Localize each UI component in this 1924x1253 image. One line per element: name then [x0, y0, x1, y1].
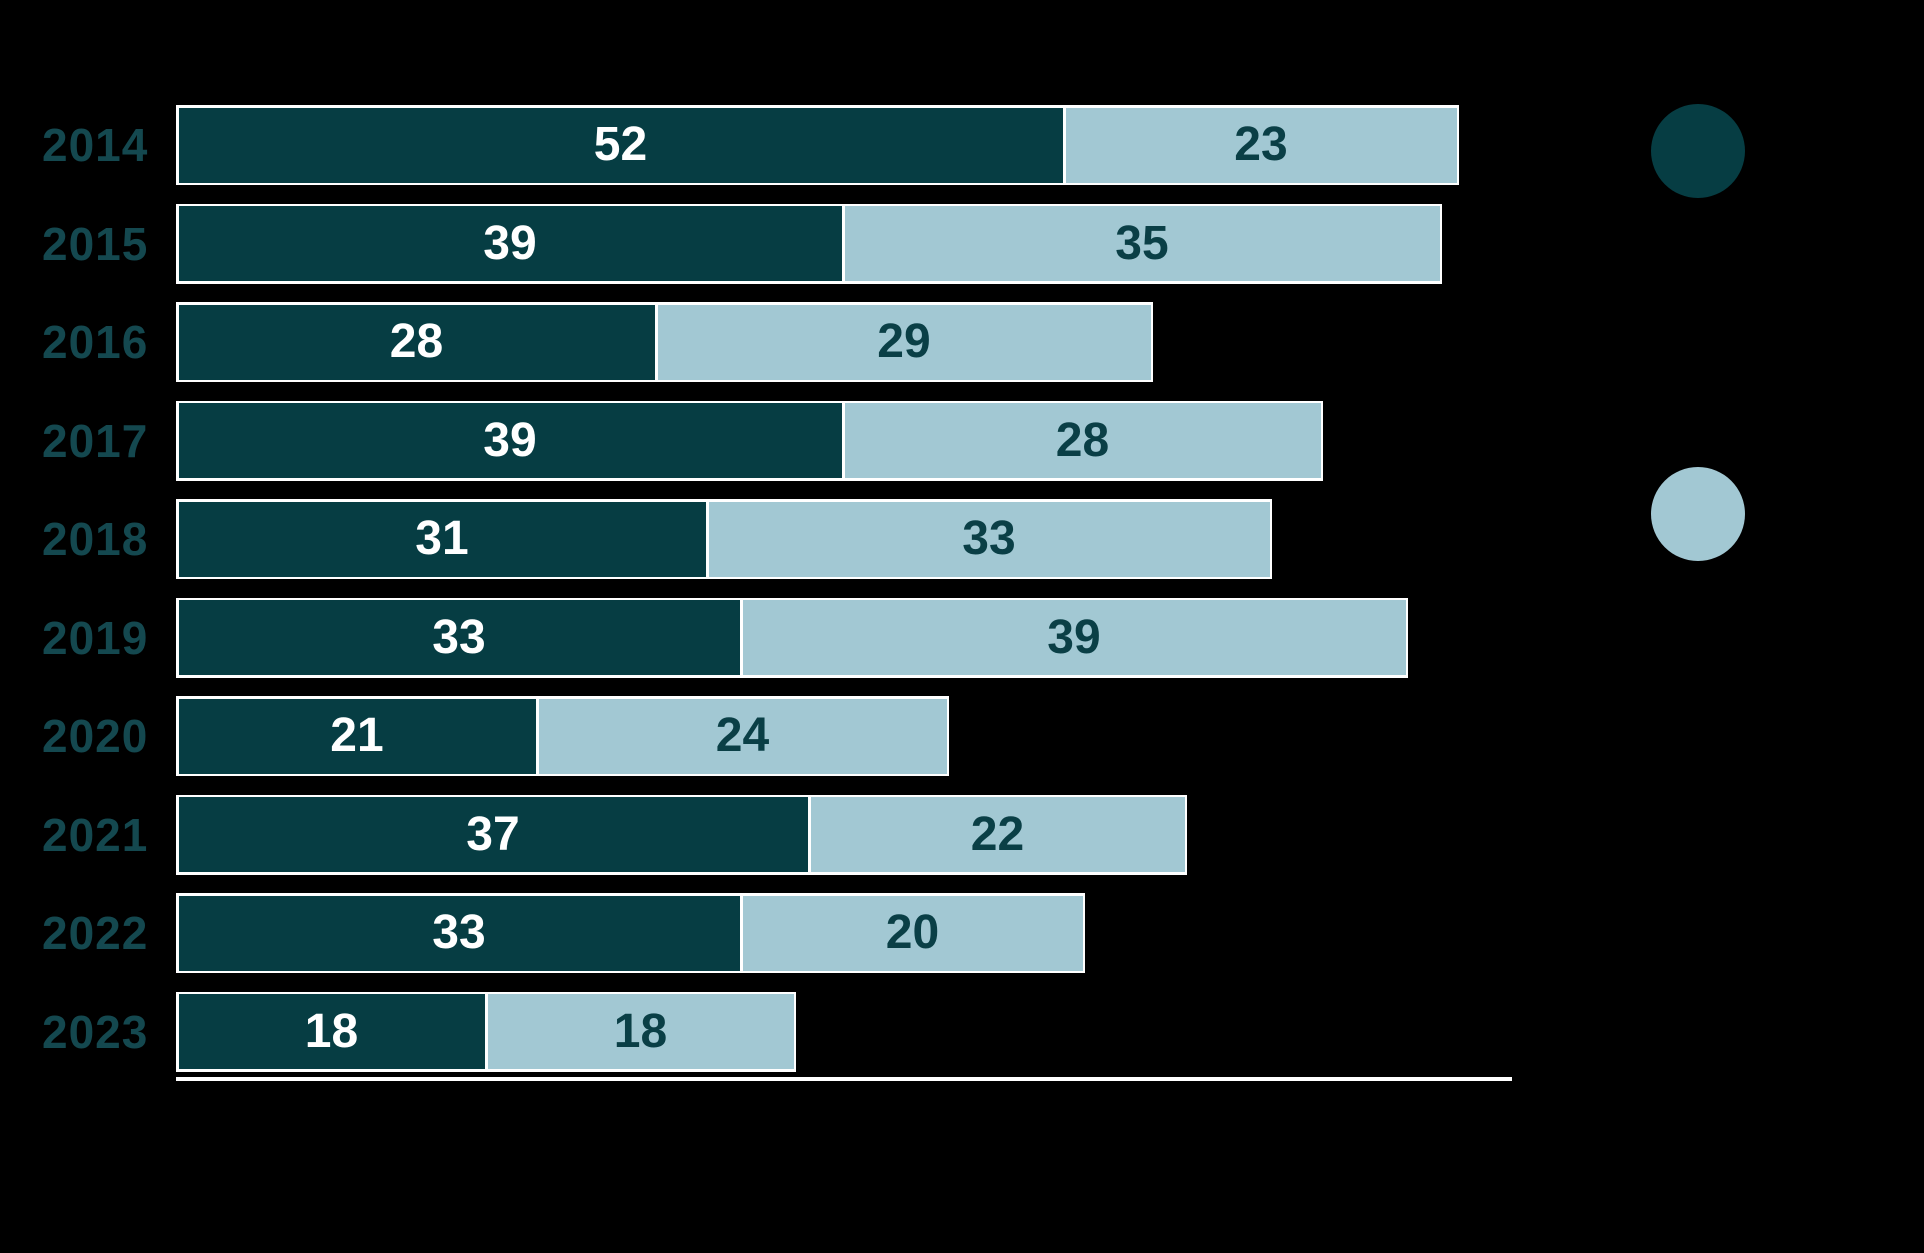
stacked-bar: 31 33 — [176, 499, 1272, 579]
bar-row: 2017 39 28 — [0, 400, 1459, 481]
value-label-light: 33 — [962, 512, 1016, 565]
year-label: 2019 — [42, 611, 149, 664]
value-label-dark: 33 — [432, 610, 486, 664]
bar-segment-dark[interactable]: 21 — [178, 698, 536, 774]
bar-segment-light[interactable]: 20 — [742, 895, 1083, 971]
bar-row: 2015 39 35 — [0, 203, 1459, 284]
bar-row: 2022 33 20 — [0, 893, 1459, 973]
year-label: 2023 — [42, 1005, 149, 1058]
value-label-dark: 31 — [415, 512, 469, 565]
value-label-dark: 18 — [304, 1004, 359, 1058]
value-label-light: 29 — [877, 315, 931, 368]
value-label-light: 39 — [1047, 610, 1101, 664]
legend-swatch-dark-circle — [1651, 104, 1745, 198]
stacked-bar: 28 29 — [176, 302, 1153, 382]
bar-segment-dark[interactable]: 39 — [178, 206, 842, 281]
year-label: 2016 — [42, 316, 149, 368]
year-label: 2017 — [42, 414, 149, 467]
bar-rows-container: 2014 52 23 2015 39 35 2016 28 — [0, 105, 1459, 1090]
bar-row: 2018 31 33 — [0, 499, 1459, 579]
bar-segment-light[interactable]: 23 — [1065, 107, 1457, 183]
year-label: 2021 — [42, 808, 149, 861]
value-label-light: 20 — [885, 906, 940, 959]
bar-segment-dark[interactable]: 18 — [178, 994, 485, 1069]
year-label: 2014 — [42, 119, 149, 171]
stacked-bar: 18 18 — [176, 991, 796, 1072]
value-label-light: 24 — [715, 709, 770, 762]
year-label: 2018 — [42, 513, 149, 565]
bar-segment-light[interactable]: 22 — [810, 797, 1185, 872]
year-label: 2020 — [42, 710, 149, 762]
bar-segment-dark[interactable]: 52 — [178, 107, 1063, 183]
bar-segment-dark[interactable]: 31 — [178, 501, 706, 577]
stacked-bar: 33 20 — [176, 893, 1085, 973]
stacked-bar: 52 23 — [176, 105, 1459, 185]
bar-row: 2019 33 39 — [0, 597, 1459, 678]
stacked-bar: 37 22 — [176, 794, 1187, 875]
value-label-dark: 33 — [432, 906, 486, 959]
bar-segment-light[interactable]: 39 — [742, 600, 1406, 675]
stacked-bar: 33 39 — [176, 597, 1408, 678]
value-label-light: 35 — [1115, 216, 1169, 270]
bar-segment-dark[interactable]: 28 — [178, 304, 655, 380]
value-label-dark: 39 — [483, 216, 537, 270]
value-label-light: 18 — [613, 1004, 668, 1058]
legend-swatch-light-circle — [1651, 467, 1745, 561]
bar-segment-light[interactable]: 24 — [538, 698, 947, 774]
bar-segment-dark[interactable]: 37 — [178, 797, 808, 872]
value-label-light: 22 — [970, 807, 1025, 861]
year-label: 2015 — [42, 217, 149, 270]
bar-segment-dark[interactable]: 33 — [178, 895, 740, 971]
bar-segment-light[interactable]: 33 — [708, 501, 1270, 577]
value-label-dark: 37 — [466, 807, 520, 861]
year-label: 2022 — [42, 907, 149, 959]
bar-segment-dark[interactable]: 33 — [178, 600, 740, 675]
value-label-dark: 28 — [389, 315, 444, 368]
bar-row: 2014 52 23 — [0, 105, 1459, 185]
bar-row: 2016 28 29 — [0, 302, 1459, 382]
bar-row: 2023 18 18 — [0, 991, 1459, 1072]
value-label-dark: 39 — [483, 413, 537, 467]
bar-segment-light[interactable]: 35 — [844, 206, 1440, 281]
value-label-dark: 21 — [330, 709, 384, 762]
value-label-light: 28 — [1055, 413, 1110, 467]
value-label-light: 23 — [1234, 118, 1288, 171]
bar-segment-dark[interactable]: 39 — [178, 403, 842, 478]
bar-segment-light[interactable]: 18 — [487, 994, 794, 1069]
stacked-bar: 39 35 — [176, 203, 1442, 284]
value-label-dark: 52 — [593, 118, 648, 171]
bar-segment-light[interactable]: 29 — [657, 304, 1151, 380]
stacked-bar: 39 28 — [176, 400, 1323, 481]
bar-segment-light[interactable]: 28 — [844, 403, 1321, 478]
stacked-bar: 21 24 — [176, 696, 949, 776]
bar-row: 2021 37 22 — [0, 794, 1459, 875]
bar-row: 2020 21 24 — [0, 696, 1459, 776]
x-axis-line — [176, 1077, 1512, 1081]
